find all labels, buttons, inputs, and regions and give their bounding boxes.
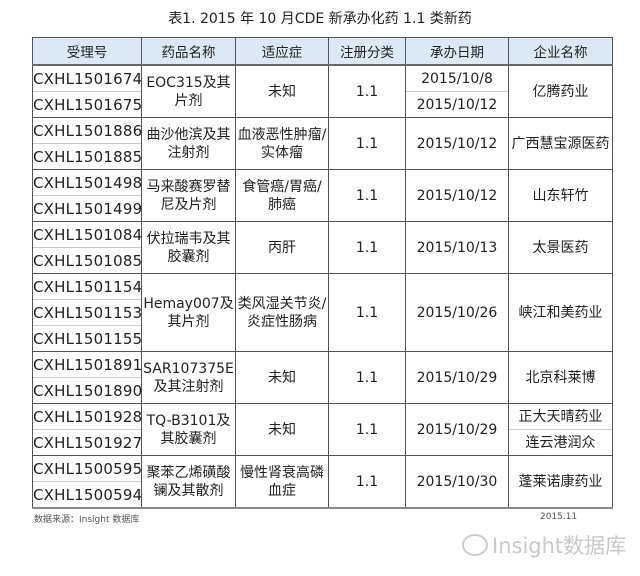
- company-name: 蓬莱诺康药业: [508, 455, 613, 508]
- company-name: 连云港润众: [508, 429, 613, 456]
- accept-number: CXHL1501085: [32, 247, 142, 274]
- accept-number: CXHL1501084: [32, 221, 142, 248]
- new-drug-table: 受理号 药品名称 适应症 注册分类 承办日期 企业名称 CXHL1501674 E…: [32, 37, 613, 509]
- indication: 类风湿关节炎/炎症性肠病: [235, 273, 329, 352]
- drug-name: 曲沙他滨及其注射剂: [141, 117, 236, 170]
- drug-name: SAR107375E及其注射剂: [141, 351, 236, 404]
- footer-date: 2015.11: [540, 512, 578, 522]
- indication: 未知: [235, 403, 329, 456]
- header-drug-name: 药品名称: [141, 37, 236, 66]
- registration-class: 1.1: [328, 169, 406, 222]
- registration-class: 1.1: [328, 273, 406, 352]
- accept-number: CXHL1501885: [32, 143, 142, 170]
- drug-name: 马来酸赛罗替尼及片剂: [141, 169, 236, 222]
- registration-class: 1.1: [328, 455, 406, 508]
- table-row: CXHL1501891 SAR107375E及其注射剂 未知 1.1 2015/10/2…: [32, 351, 613, 404]
- company-name: 亿腾药业: [508, 64, 613, 118]
- accept-number: CXHL1501675: [32, 91, 142, 118]
- accept-date: 2015/10/12: [405, 117, 509, 170]
- accept-date: 2015/10/12: [405, 169, 509, 222]
- company-name: 正大天晴药业: [508, 403, 613, 430]
- registration-class: 1.1: [328, 117, 406, 170]
- accept-date: 2015/10/13: [405, 221, 509, 274]
- company-name: 太景医药: [508, 221, 613, 274]
- accept-date: 2015/10/29: [405, 351, 509, 404]
- registration-class: 1.1: [328, 221, 406, 274]
- table-row: CXHL1500594: [32, 481, 613, 508]
- company-name: 峡江和美药业: [508, 273, 613, 352]
- accept-number: CXHL1500595: [32, 455, 142, 482]
- watermark-logo: Insight数据库: [462, 530, 626, 560]
- registration-class: 1.1: [328, 351, 406, 404]
- table-row: CXHL1501890: [32, 377, 613, 404]
- accept-number: CXHL1501928: [32, 403, 142, 430]
- header-indication: 适应症: [235, 37, 329, 66]
- table-row: CXHL1501155: [32, 325, 613, 352]
- header-row: 受理号 药品名称 适应症 注册分类 承办日期 企业名称: [32, 37, 613, 66]
- drug-name: 伏拉瑞韦及其胶囊剂: [141, 221, 236, 274]
- table-row: CXHL1501885: [32, 143, 613, 170]
- table-row: CXHL1500595 聚苯乙烯磺酸镧及其散剂 慢性肾衰高磷血症 1.1 2015/10…: [32, 455, 613, 508]
- drug-name: Hemay007及其片剂: [141, 273, 236, 352]
- accept-date: 2015/10/8: [405, 64, 509, 92]
- registration-class: 1.1: [328, 403, 406, 456]
- accept-number: CXHL1500594: [32, 481, 142, 508]
- indication: 未知: [235, 351, 329, 404]
- indication: 丙肝: [235, 221, 329, 274]
- wechat-icon: [462, 534, 488, 556]
- header-date: 承办日期: [405, 37, 509, 66]
- accept-number: CXHL1501155: [32, 325, 142, 352]
- indication: 慢性肾衰高磷血症: [235, 455, 329, 508]
- indication: 未知: [235, 64, 329, 118]
- table-row: CXHL1501674 EOC315及其片剂 未知 1.1 2015/10/8 亿腾药业: [32, 64, 613, 118]
- accept-number: CXHL1501886: [32, 117, 142, 144]
- drug-name: TQ-B3101及其胶囊剂: [141, 403, 236, 456]
- table-row: CXHL1501886 曲沙他滨及其注射剂 血液恶性肿瘤/实体瘤 1.1 2015/10…: [32, 117, 613, 170]
- accept-number: CXHL1501927: [32, 429, 142, 456]
- accept-number: CXHL1501498: [32, 169, 142, 196]
- table-row: CXHL1501927 连云港润众: [32, 429, 613, 456]
- drug-name: 聚苯乙烯磺酸镧及其散剂: [141, 455, 236, 508]
- table-row: CXHL1501498 马来酸赛罗替尼及片剂 食管癌/胃癌/肺癌 1.1 2015/10…: [32, 169, 613, 222]
- company-name: 北京科莱博: [508, 351, 613, 404]
- header-reg-class: 注册分类: [328, 37, 406, 66]
- registration-class: 1.1: [328, 64, 406, 118]
- data-source: 数据来源：Insight 数据库: [34, 515, 140, 525]
- watermark-text: Insight数据库: [492, 534, 627, 558]
- accept-number: CXHL1501890: [32, 377, 142, 404]
- indication: 血液恶性肿瘤/实体瘤: [235, 117, 329, 170]
- header-company: 企业名称: [508, 37, 613, 66]
- indication: 食管癌/胃癌/肺癌: [235, 169, 329, 222]
- accept-date: 2015/10/30: [405, 455, 509, 508]
- company-name: 山东轩竹: [508, 169, 613, 222]
- accept-number: CXHL1501154: [32, 273, 142, 300]
- accept-number: CXHL1501153: [32, 299, 142, 326]
- table-title: 表1. 2015 年 10 月CDE 新承办化药 1.1 类新药: [168, 11, 472, 27]
- company-name: 广西慧宝源医药: [508, 117, 613, 170]
- table-row: CXHL1501153: [32, 299, 613, 326]
- accept-date: 2015/10/12: [405, 91, 509, 118]
- accept-number: CXHL1501891: [32, 351, 142, 378]
- table-row: CXHL1501085: [32, 247, 613, 274]
- accept-number: CXHL1501674: [32, 64, 142, 92]
- accept-date: 2015/10/26: [405, 273, 509, 352]
- table-row: CXHL1501675 2015/10/12: [32, 91, 613, 118]
- table-row: CXHL1501928 TQ-B3101及其胶囊剂 未知 1.1 2015/10/29 正…: [32, 403, 613, 456]
- table-row: CXHL1501154 Hemay007及其片剂 类风湿关节炎/炎症性肠病 1.1 20…: [32, 273, 613, 352]
- table-row: CXHL1501499: [32, 195, 613, 222]
- accept-date: 2015/10/29: [405, 403, 509, 456]
- accept-number: CXHL1501499: [32, 195, 142, 222]
- header-accept-no: 受理号: [32, 37, 142, 66]
- drug-name: EOC315及其片剂: [141, 64, 236, 118]
- table-row: CXHL1501084 伏拉瑞韦及其胶囊剂 丙肝 1.1 2015/10/13 太景医药: [32, 221, 613, 274]
